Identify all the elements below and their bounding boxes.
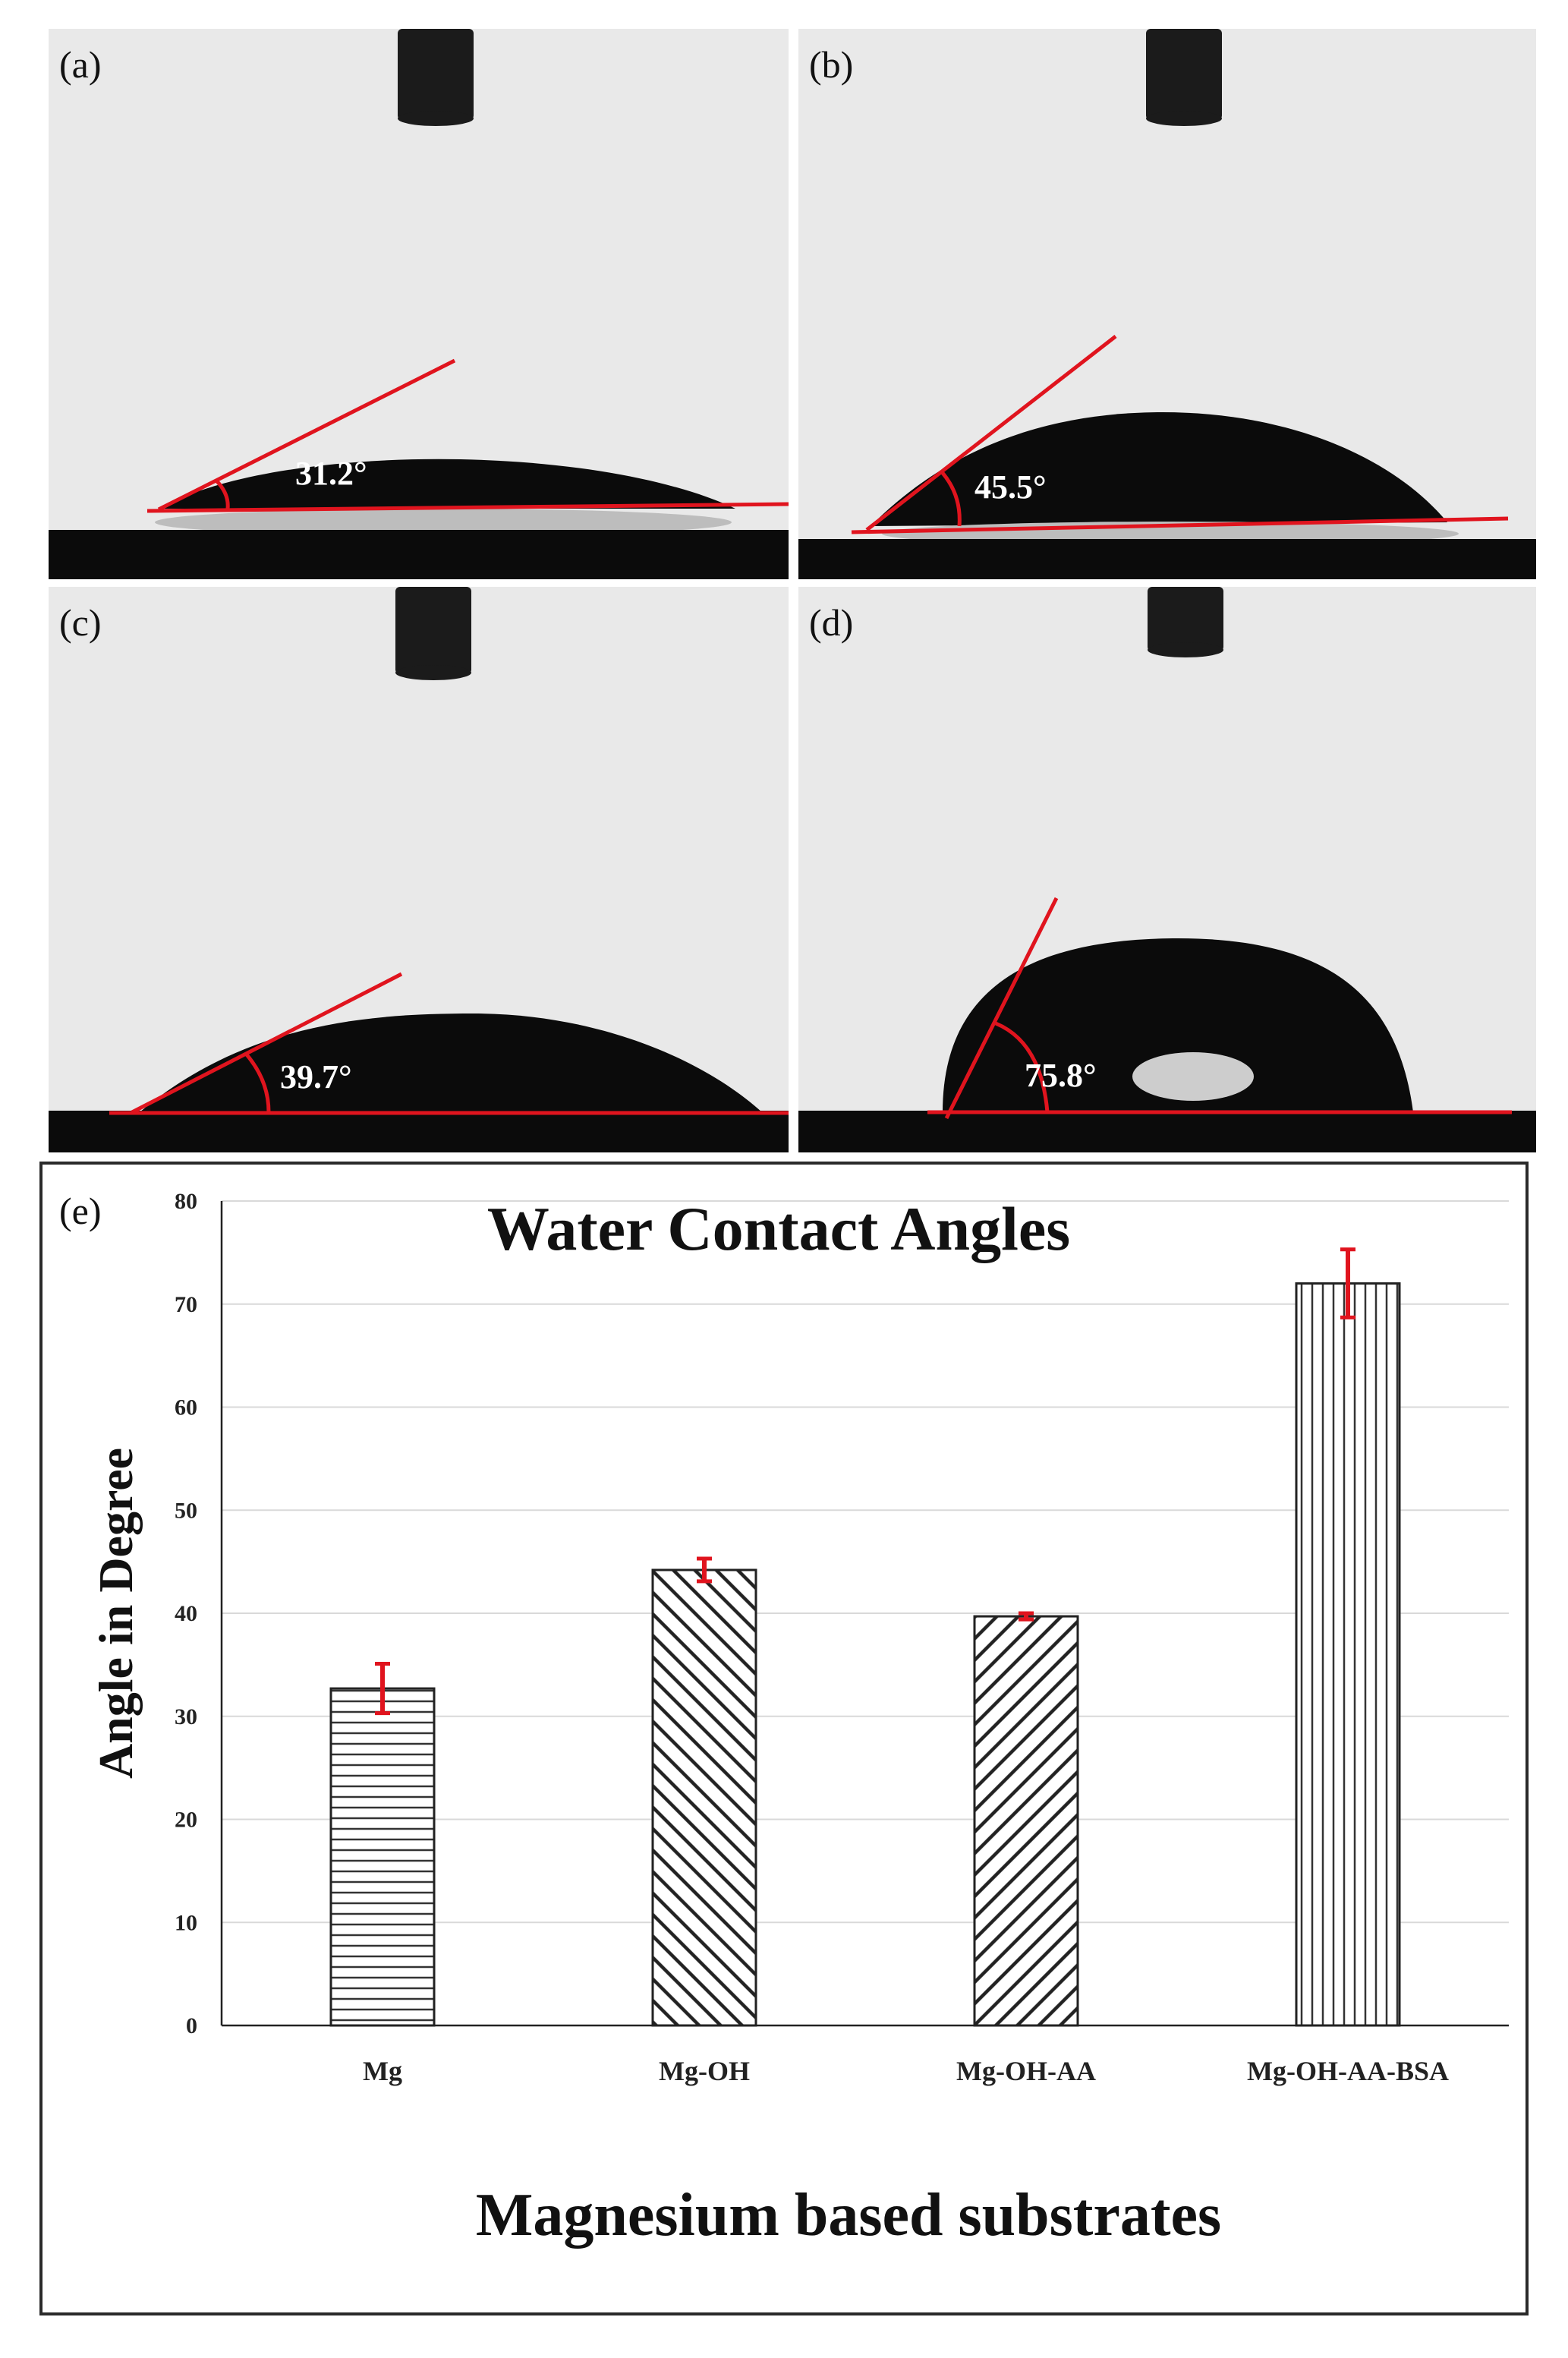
x-tick-label: Mg-OH-AA: [956, 2056, 1096, 2086]
bar-mg-oh-aa: [973, 1615, 1079, 2027]
tangent-line-b: [865, 335, 1117, 531]
bars: [329, 1282, 1401, 2027]
droplet-highlight-d: [1132, 1052, 1254, 1101]
y-tick-label: 20: [175, 1808, 197, 1833]
needle-a: [398, 29, 474, 120]
angle-arc-d: [995, 1021, 1050, 1113]
needle-tip-b: [1146, 111, 1222, 126]
panel-label-e: (e): [59, 1190, 102, 1232]
angle-arc-b: [941, 471, 962, 527]
substrate-a: [49, 530, 789, 579]
droplet-a: [159, 459, 735, 509]
x-tick-label: Mg-OH-AA-BSA: [1247, 2056, 1449, 2086]
substrate-d: [798, 1111, 1536, 1152]
needle-tip-d: [1148, 642, 1223, 657]
angle-arc-c: [244, 1052, 271, 1113]
tangent-line-c: [131, 972, 403, 1114]
droplet-image-a: [49, 29, 789, 579]
y-tick-label: 60: [175, 1395, 197, 1420]
x-tick-label: Mg: [363, 2056, 402, 2086]
axes: [220, 1201, 1509, 2027]
bar-mg-oh: [651, 1568, 757, 2027]
tangent-line-a: [157, 358, 456, 512]
needle-tip-a: [398, 111, 474, 126]
panel-label-a: (a): [59, 43, 102, 86]
chart-title: Water Contact Angles: [487, 1194, 1070, 1263]
needle-tip-c: [395, 665, 471, 680]
y-tick-label: 50: [175, 1498, 197, 1523]
droplet-d: [943, 938, 1413, 1112]
photo-panel-d: (d) 75.8°: [798, 587, 1536, 1152]
substrate-b: [798, 539, 1536, 579]
water-contact-angle-chart: 0 10 20 30 40 50 60 70 80 Mg Mg-OH Mg-OH-AA Mg-OH-AA…: [59, 1189, 1509, 2249]
x-axis-title: Magnesium based substrates: [476, 2182, 1221, 2249]
y-axis-title: Angle in Degree: [89, 1448, 143, 1779]
x-tick-label: Mg-OH: [659, 2056, 750, 2086]
angle-value-a: 31.2°: [295, 455, 367, 492]
y-tick-label: 10: [175, 1910, 197, 1935]
baseline-b: [851, 516, 1509, 534]
droplet-image-b: [798, 29, 1536, 579]
y-tick-label: 40: [175, 1601, 197, 1626]
angle-arc-a: [214, 478, 230, 509]
substrate-c: [49, 1111, 789, 1152]
needle-d: [1148, 587, 1223, 651]
gridlines: [222, 1200, 1509, 1924]
y-tick-label: 80: [175, 1189, 197, 1214]
y-tick-label: 70: [175, 1292, 197, 1317]
needle-b: [1146, 29, 1222, 120]
tangent-line-d: [944, 897, 1059, 1120]
photo-panel-a: (a) 31.2°: [49, 29, 789, 579]
angle-value-d: 75.8°: [1025, 1057, 1097, 1094]
needle-c: [395, 587, 471, 674]
angle-value-c: 39.7°: [280, 1058, 352, 1095]
bar-mg: [329, 1687, 436, 2027]
droplet-image-c: [49, 587, 789, 1152]
droplet-c: [140, 1013, 762, 1112]
error-bars: [375, 1247, 1355, 1716]
angle-value-b: 45.5°: [974, 468, 1047, 506]
photo-panel-b: (b) 45.5°: [798, 29, 1536, 579]
reflection-a: [155, 509, 732, 536]
bar-mg-oh-aa-bsa: [1295, 1282, 1401, 2027]
panel-label-d: (d): [809, 601, 854, 644]
y-tick-label: 30: [175, 1704, 197, 1729]
photo-panel-c: (c) 39.7°: [49, 587, 789, 1152]
y-tick-label: 0: [186, 2013, 197, 2038]
panel-label-b: (b): [809, 43, 854, 86]
baseline-a: [146, 502, 789, 513]
panel-label-c: (c): [59, 601, 102, 644]
chart-text: 0 10 20 30 40 50 60 70 80 Mg Mg-OH Mg-OH-AA Mg-OH-AA…: [59, 1189, 1449, 2249]
droplet-image-d: [798, 587, 1536, 1152]
chart-panel-e: 0 10 20 30 40 50 60 70 80 Mg Mg-OH Mg-OH-AA Mg-OH-AA…: [39, 1162, 1529, 2315]
droplet-b: [871, 412, 1447, 526]
